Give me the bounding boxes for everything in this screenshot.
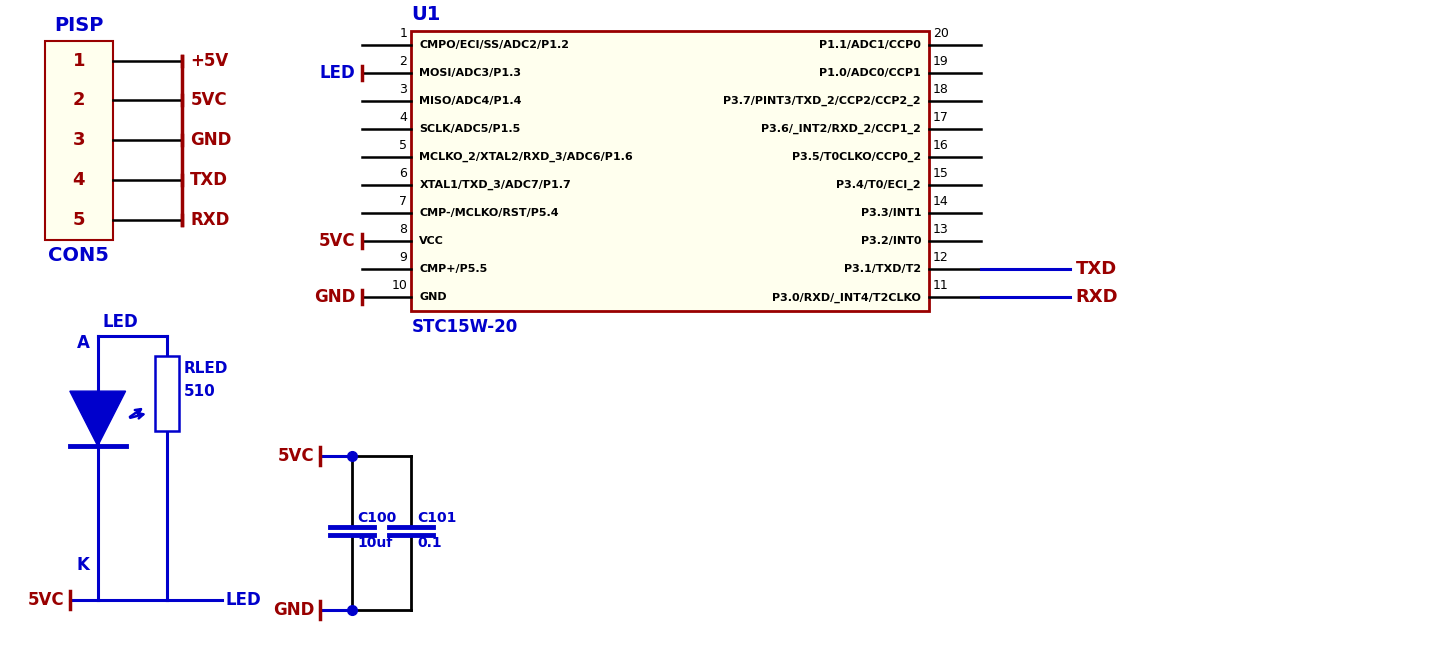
Text: 18: 18 bbox=[933, 83, 949, 96]
Text: P1.1/ADC1/CCP0: P1.1/ADC1/CCP0 bbox=[819, 40, 920, 50]
Text: 1: 1 bbox=[399, 27, 408, 40]
Text: RXD: RXD bbox=[191, 211, 230, 229]
Text: 2: 2 bbox=[73, 92, 85, 109]
Text: 510: 510 bbox=[184, 384, 215, 399]
Text: 10: 10 bbox=[392, 280, 408, 292]
Text: CMPO/ECI/SS/ADC2/P1.2: CMPO/ECI/SS/ADC2/P1.2 bbox=[419, 40, 569, 50]
Text: GND: GND bbox=[419, 292, 447, 302]
Text: 3: 3 bbox=[73, 131, 85, 150]
Text: 16: 16 bbox=[933, 139, 949, 152]
Text: PISP: PISP bbox=[55, 16, 103, 34]
Text: GND: GND bbox=[191, 131, 231, 150]
Text: 17: 17 bbox=[933, 111, 949, 124]
Text: VCC: VCC bbox=[419, 237, 444, 246]
Text: +5V: +5V bbox=[191, 51, 228, 70]
Text: 6: 6 bbox=[399, 167, 408, 180]
Text: 20: 20 bbox=[933, 27, 949, 40]
Text: C100: C100 bbox=[358, 510, 396, 525]
Text: 8: 8 bbox=[399, 224, 408, 237]
Text: P3.7/PINT3/TXD_2/CCP2/CCP2_2: P3.7/PINT3/TXD_2/CCP2/CCP2_2 bbox=[724, 96, 920, 106]
Polygon shape bbox=[70, 391, 125, 446]
Bar bbox=[45, 41, 112, 240]
Text: P3.5/T0CLKO/CCP0_2: P3.5/T0CLKO/CCP0_2 bbox=[793, 152, 920, 162]
Text: MOSI/ADC3/P1.3: MOSI/ADC3/P1.3 bbox=[419, 68, 521, 78]
Text: LED: LED bbox=[103, 313, 138, 332]
Text: MCLKO_2/XTAL2/RXD_3/ADC6/P1.6: MCLKO_2/XTAL2/RXD_3/ADC6/P1.6 bbox=[419, 152, 633, 162]
Text: 5VC: 5VC bbox=[191, 92, 227, 109]
Text: 5: 5 bbox=[399, 139, 408, 152]
Text: 1: 1 bbox=[73, 51, 85, 70]
Text: CON5: CON5 bbox=[49, 246, 109, 265]
Text: 2: 2 bbox=[399, 55, 408, 68]
Text: 7: 7 bbox=[399, 195, 408, 208]
Text: 15: 15 bbox=[933, 167, 949, 180]
Text: 5: 5 bbox=[73, 211, 85, 229]
Bar bbox=[411, 31, 929, 311]
Text: K: K bbox=[78, 556, 89, 575]
Text: CMP-/MCLKO/RST/P5.4: CMP-/MCLKO/RST/P5.4 bbox=[419, 208, 559, 218]
Text: 4: 4 bbox=[399, 111, 408, 124]
Text: MISO/ADC4/P1.4: MISO/ADC4/P1.4 bbox=[419, 96, 521, 106]
Text: LED: LED bbox=[320, 64, 356, 82]
Text: 9: 9 bbox=[399, 252, 408, 265]
Text: LED: LED bbox=[225, 592, 261, 609]
Text: CMP+/P5.5: CMP+/P5.5 bbox=[419, 265, 488, 274]
Text: 4: 4 bbox=[73, 171, 85, 189]
Text: 5VC: 5VC bbox=[279, 447, 314, 465]
Text: P1.0/ADC0/CCP1: P1.0/ADC0/CCP1 bbox=[820, 68, 920, 78]
Text: TXD: TXD bbox=[1076, 261, 1117, 278]
Text: A: A bbox=[78, 334, 89, 352]
Text: RXD: RXD bbox=[1076, 289, 1119, 306]
Text: 14: 14 bbox=[933, 195, 949, 208]
Text: 5VC: 5VC bbox=[319, 232, 356, 250]
Text: 5VC: 5VC bbox=[29, 592, 65, 609]
Text: 0.1: 0.1 bbox=[418, 536, 442, 551]
Text: 19: 19 bbox=[933, 55, 949, 68]
Text: RLED: RLED bbox=[184, 361, 228, 376]
Text: P3.6/_INT2/RXD_2/CCP1_2: P3.6/_INT2/RXD_2/CCP1_2 bbox=[761, 124, 920, 134]
Text: C101: C101 bbox=[418, 510, 457, 525]
Text: 13: 13 bbox=[933, 224, 949, 237]
Text: 3: 3 bbox=[399, 83, 408, 96]
Bar bbox=[155, 356, 180, 431]
Text: GND: GND bbox=[273, 601, 314, 619]
Text: P3.1/TXD/T2: P3.1/TXD/T2 bbox=[844, 265, 920, 274]
Text: P3.0/RXD/_INT4/T2CLKO: P3.0/RXD/_INT4/T2CLKO bbox=[773, 292, 920, 302]
Text: P3.3/INT1: P3.3/INT1 bbox=[860, 208, 920, 218]
Text: STC15W-20: STC15W-20 bbox=[411, 318, 517, 337]
Text: XTAL1/TXD_3/ADC7/P1.7: XTAL1/TXD_3/ADC7/P1.7 bbox=[419, 180, 572, 190]
Text: 12: 12 bbox=[933, 252, 949, 265]
Text: P3.2/INT0: P3.2/INT0 bbox=[860, 237, 920, 246]
Text: 10uf: 10uf bbox=[358, 536, 393, 551]
Text: TXD: TXD bbox=[191, 171, 228, 189]
Text: P3.4/T0/ECI_2: P3.4/T0/ECI_2 bbox=[837, 180, 920, 190]
Text: 11: 11 bbox=[933, 280, 949, 292]
Text: SCLK/ADC5/P1.5: SCLK/ADC5/P1.5 bbox=[419, 124, 521, 134]
Text: U1: U1 bbox=[411, 5, 441, 24]
Text: GND: GND bbox=[314, 289, 356, 306]
